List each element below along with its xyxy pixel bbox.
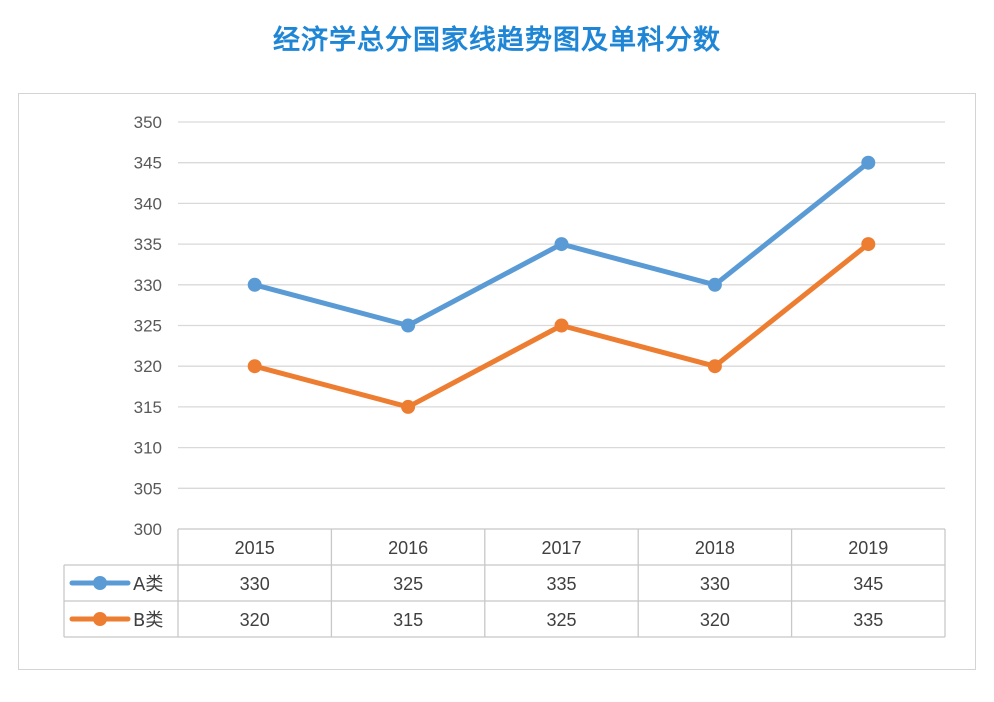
table-value-cell: 335: [546, 574, 576, 594]
y-tick-label: 335: [134, 235, 162, 254]
data-point-1-4: [707, 277, 722, 292]
x-category-label: 2015: [235, 538, 275, 558]
y-tick-label: 330: [134, 276, 162, 295]
table-value-cell: 315: [393, 610, 423, 630]
data-point-2-1: [247, 359, 262, 374]
y-axis: 300 305 310 315 320 325 330 335 340 345 350: [134, 113, 162, 539]
legend-marker-1: [93, 576, 107, 590]
y-tick-label: 350: [134, 113, 162, 132]
data-point-2-4: [707, 359, 722, 374]
data-point-1-2: [401, 318, 416, 333]
y-tick-label: 310: [134, 439, 162, 458]
table-value-cell: 330: [700, 574, 730, 594]
legend-marker-2: [93, 612, 107, 626]
data-point-2-5: [861, 237, 876, 252]
y-tick-label: 320: [134, 357, 162, 376]
table-value-cell: 335: [853, 610, 883, 630]
gridlines: [178, 121, 945, 489]
y-tick-label: 315: [134, 398, 162, 417]
table-value-cell: 320: [240, 610, 270, 630]
legend-label-2: B类: [133, 610, 163, 631]
table-value-cell: 330: [240, 574, 270, 594]
y-tick-label: 300: [134, 520, 162, 539]
table-value-cell: 345: [853, 574, 883, 594]
data-point-1-3: [554, 237, 569, 252]
data-point-2-2: [401, 399, 416, 414]
x-category-label: 2017: [541, 538, 581, 558]
data-point-1-5: [861, 155, 876, 170]
table-value-cell: 320: [700, 610, 730, 630]
series-lines: [247, 155, 876, 414]
x-category-label: 2018: [695, 538, 735, 558]
y-tick-label: 345: [134, 154, 162, 173]
x-category-label: 2016: [388, 538, 428, 558]
x-category-label: 2019: [848, 538, 888, 558]
y-tick-label: 325: [134, 317, 162, 336]
table-value-cell: 325: [393, 574, 423, 594]
data-point-1-1: [247, 277, 262, 292]
y-tick-label: 340: [134, 194, 162, 213]
data-table: 2015 2016 2017 2018 2019 A类 330 325 335 330 345 B类 3…: [63, 528, 946, 638]
chart-title: 经济学总分国家线趋势图及单科分数: [273, 25, 721, 56]
y-tick-label: 305: [134, 479, 162, 498]
table-value-cell: 325: [546, 610, 576, 630]
data-point-2-3: [554, 318, 569, 333]
legend-label-1: A类: [133, 574, 163, 595]
